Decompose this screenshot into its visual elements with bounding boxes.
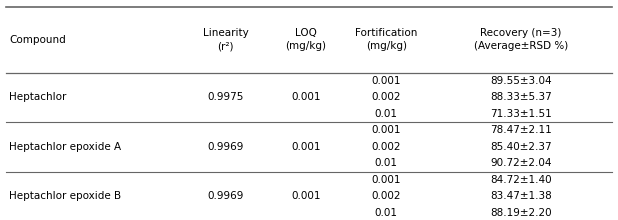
Text: 88.19±2.20: 88.19±2.20 [490, 208, 551, 218]
Text: 84.72±1.40: 84.72±1.40 [490, 175, 551, 185]
Text: LOQ
(mg/kg): LOQ (mg/kg) [286, 28, 326, 51]
Text: Compound: Compound [9, 35, 66, 45]
Text: 90.72±2.04: 90.72±2.04 [490, 158, 551, 168]
Text: 0.002: 0.002 [371, 142, 401, 152]
Text: 89.55±3.04: 89.55±3.04 [490, 76, 551, 86]
Text: 0.001: 0.001 [291, 142, 321, 152]
Text: 0.001: 0.001 [371, 76, 401, 86]
Text: 0.01: 0.01 [375, 208, 398, 218]
Text: 0.9975: 0.9975 [208, 92, 243, 102]
Text: Fortification
(mg/kg): Fortification (mg/kg) [355, 28, 417, 51]
Text: 85.40±2.37: 85.40±2.37 [490, 142, 551, 152]
Text: Heptachlor epoxide B: Heptachlor epoxide B [9, 191, 121, 201]
Text: 0.001: 0.001 [371, 175, 401, 185]
Text: 0.001: 0.001 [291, 92, 321, 102]
Text: 0.001: 0.001 [371, 125, 401, 135]
Text: Heptachlor epoxide A: Heptachlor epoxide A [9, 142, 121, 152]
Text: 0.002: 0.002 [371, 191, 401, 201]
Text: 0.002: 0.002 [371, 92, 401, 102]
Text: 0.01: 0.01 [375, 158, 398, 168]
Text: 88.33±5.37: 88.33±5.37 [490, 92, 551, 102]
Text: 0.9969: 0.9969 [208, 142, 243, 152]
Text: 0.01: 0.01 [375, 109, 398, 119]
Text: Recovery (n=3)
(Average±RSD %): Recovery (n=3) (Average±RSD %) [473, 28, 568, 51]
Text: 78.47±2.11: 78.47±2.11 [490, 125, 551, 135]
Text: 71.33±1.51: 71.33±1.51 [490, 109, 551, 119]
Text: Heptachlor: Heptachlor [9, 92, 67, 102]
Text: 0.001: 0.001 [291, 191, 321, 201]
Text: 0.9969: 0.9969 [208, 191, 243, 201]
Text: Linearity
(r²): Linearity (r²) [203, 28, 248, 51]
Text: 83.47±1.38: 83.47±1.38 [490, 191, 551, 201]
